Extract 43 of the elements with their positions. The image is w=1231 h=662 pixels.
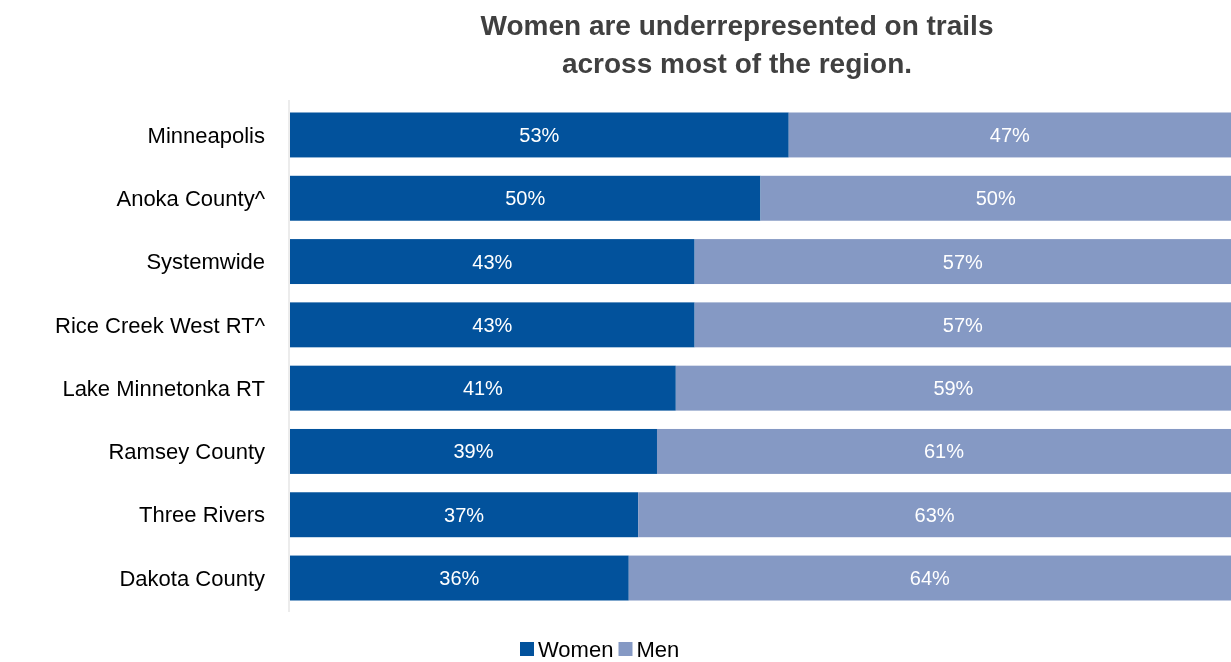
y-tick-label: Lake Minnetonka RT <box>62 375 265 401</box>
data-label: 41% <box>462 377 504 400</box>
data-label: 57% <box>942 250 984 273</box>
bar <box>290 112 789 158</box>
bar <box>290 239 695 285</box>
data-label: 53% <box>519 123 560 146</box>
data-label: 43% <box>472 250 513 273</box>
bar <box>290 492 639 538</box>
data-label: 50% <box>975 187 1016 210</box>
bar <box>788 112 1231 158</box>
data-label: 36% <box>439 567 480 590</box>
chart-title: Women are underrepresented on trails across most of the region. <box>480 10 994 79</box>
y-tick-label: Anoka County^ <box>116 185 266 211</box>
bar <box>694 302 1231 348</box>
bar <box>290 175 761 221</box>
bar <box>290 365 676 411</box>
y-tick-label: Three Rivers <box>139 502 265 528</box>
data-label: 37% <box>444 503 485 526</box>
bar <box>628 555 1231 601</box>
data-label: 43% <box>472 313 513 336</box>
y-tick-label: Dakota County <box>119 565 265 591</box>
y-tick-label: Rice Creek West RT^ <box>55 312 266 338</box>
data-label: 50% <box>505 187 546 210</box>
legend-label: Men <box>636 636 680 662</box>
bar <box>290 302 695 348</box>
bar <box>694 239 1231 285</box>
data-label: 59% <box>933 377 974 400</box>
data-label: 39% <box>453 440 494 463</box>
data-label: 61% <box>923 440 965 463</box>
legend-label: Women <box>538 636 614 662</box>
y-tick-label: Minneapolis <box>147 122 265 148</box>
y-tick-label: Systemwide <box>146 249 265 275</box>
y-tick-label: Ramsey County <box>108 439 265 465</box>
bar <box>290 555 629 601</box>
bar <box>675 365 1231 411</box>
bar <box>760 175 1231 221</box>
bar <box>290 428 657 474</box>
bar <box>638 492 1231 538</box>
data-label: 47% <box>989 123 1031 146</box>
data-label: 64% <box>909 567 951 590</box>
data-label: 57% <box>942 313 984 336</box>
data-label: 63% <box>914 503 955 526</box>
bar <box>656 428 1231 474</box>
